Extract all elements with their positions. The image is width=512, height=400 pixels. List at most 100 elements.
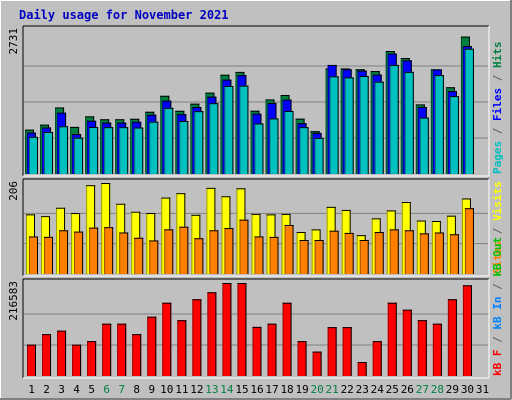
bar-kb-f-day-5 [87, 341, 97, 376]
bar-sites-day-9 [149, 240, 159, 274]
bar-kb-f-day-16 [252, 326, 262, 376]
bar-pages-day-5 [89, 127, 99, 174]
x-tick-label: 26 [401, 383, 414, 396]
legend-entry: / [491, 68, 504, 88]
bar-pages-day-7 [119, 127, 129, 174]
x-tick-label: 6 [103, 383, 110, 396]
legend-entry: kB In [491, 297, 504, 330]
bar-pages-day-21 [329, 76, 339, 174]
bar-pages-day-2 [44, 131, 54, 174]
bar-pages-day-1 [29, 136, 38, 174]
legend-entry: / [491, 121, 504, 141]
bar-kb-f-day-24 [372, 341, 382, 376]
x-tick-label: 9 [148, 383, 155, 396]
bar-kb-f-day-28 [432, 323, 442, 376]
x-tick-label: 10 [160, 383, 173, 396]
bar-kb-f-day-9 [147, 316, 157, 376]
bar-kb-f-day-22 [342, 327, 352, 376]
bar-sites-day-28 [434, 232, 444, 274]
bar-kb-f-day-6 [102, 323, 112, 376]
x-tick-label: 20 [311, 383, 324, 396]
legend-entry: Visits [491, 181, 504, 221]
bar-kb-f-day-18 [282, 302, 292, 376]
x-tick-label: 19 [295, 383, 308, 396]
bar-sites-day-7 [119, 232, 129, 274]
chart-title: Daily usage for November 2021 [19, 8, 229, 22]
legend-entry: Sites [491, 241, 504, 274]
bar-sites-day-14 [224, 228, 234, 274]
bar-sites-day-4 [74, 231, 84, 274]
bar-kb-f-day-7 [117, 323, 127, 376]
x-tick-label: 3 [58, 383, 65, 396]
x-tick-label: 14 [220, 383, 234, 396]
x-tick-label: 7 [118, 383, 125, 396]
bar-kb-f-day-29 [447, 299, 457, 376]
bar-sites-day-15 [239, 219, 249, 274]
bar-pages-day-25 [389, 64, 399, 174]
x-tick-label: 1 [28, 383, 35, 396]
bar-kb-f-day-2 [42, 334, 52, 376]
x-tick-label: 5 [88, 383, 95, 396]
legend-entry: kB Out [491, 237, 504, 277]
legend: Sites / Visits [491, 181, 504, 274]
bar-sites-day-17 [269, 236, 279, 274]
legend-entry: Files [491, 88, 504, 121]
bar-kb-f-day-15 [237, 283, 247, 376]
x-tick-label: 4 [73, 383, 80, 396]
y-max-label: 2731 [7, 28, 20, 55]
bar-sites-day-10 [164, 229, 174, 274]
x-tick-label: 21 [326, 383, 339, 396]
bar-sites-day-16 [254, 236, 264, 274]
y-max-label: 216583 [7, 281, 20, 321]
bar-pages-day-4 [74, 137, 84, 174]
bar-sites-day-13 [209, 230, 219, 274]
bar-pages-day-11 [179, 121, 189, 174]
bar-pages-day-19 [299, 127, 309, 174]
legend-entry: Pages [491, 141, 504, 174]
x-tick-label: 27 [416, 383, 429, 396]
bar-sites-day-19 [299, 239, 309, 274]
bar-sites-day-1 [29, 236, 38, 274]
bar-sites-day-23 [359, 239, 369, 274]
x-tick-label: 2 [43, 383, 50, 396]
bar-sites-day-8 [134, 237, 144, 274]
bar-kb-f-day-26 [402, 309, 412, 376]
bar-kb-f-day-20 [312, 351, 322, 376]
x-tick-label: 25 [386, 383, 399, 396]
bar-sites-day-5 [89, 227, 99, 274]
bar-pages-day-28 [434, 75, 444, 174]
panel-kbytes: 216583 kB F / kB In / kB Out [7, 237, 504, 379]
y-max-label: 206 [7, 181, 20, 201]
bar-kb-f-day-19 [297, 341, 307, 376]
bar-kb-f-day-21 [327, 327, 337, 376]
bar-kb-f-day-12 [192, 299, 202, 376]
bar-kb-f-day-10 [162, 302, 172, 376]
bar-pages-day-6 [104, 127, 114, 174]
bar-kb-f-day-27 [417, 320, 427, 376]
bar-pages-day-8 [134, 127, 144, 174]
bar-pages-day-10 [164, 107, 174, 174]
bar-pages-day-18 [284, 110, 294, 174]
bar-pages-day-22 [344, 77, 354, 174]
legend: kB F / kB In / kB Out [491, 237, 504, 376]
bar-sites-day-20 [314, 239, 324, 274]
x-axis-days: 1 2 3 4 5 6 7 8 9 10 11 12 13 14 15 16 17 18 19 20 21 22 23 24 2… [28, 383, 489, 396]
bar-sites-day-29 [449, 234, 459, 274]
bar-kb-f-day-30 [462, 285, 472, 376]
x-tick-label: 23 [356, 383, 369, 396]
bar-kb-f-day-11 [177, 320, 187, 376]
x-tick-label: 11 [175, 383, 188, 396]
x-tick-label: 30 [461, 383, 474, 396]
x-tick-label: 12 [190, 383, 203, 396]
x-tick-label: 29 [446, 383, 459, 396]
bar-pages-day-27 [419, 117, 429, 174]
bar-sites-day-11 [179, 226, 189, 274]
bar-kb-f-day-17 [267, 323, 277, 376]
bar-pages-day-26 [404, 71, 414, 174]
x-tick-label: 18 [280, 383, 293, 396]
bar-pages-day-13 [209, 103, 219, 174]
x-tick-label: 15 [235, 383, 248, 396]
bar-sites-day-6 [104, 227, 114, 274]
bar-kb-f-day-23 [357, 362, 367, 376]
